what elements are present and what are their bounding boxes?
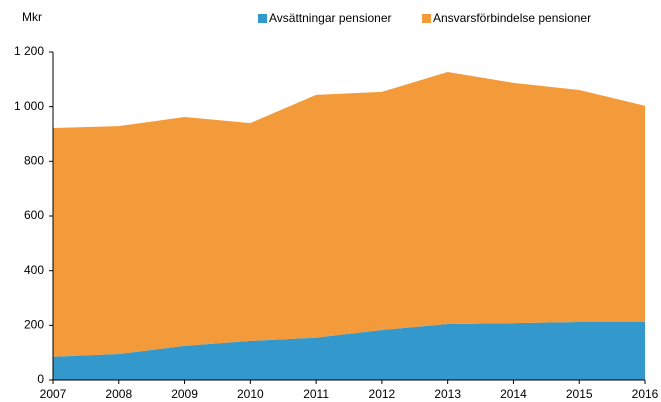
x-tick-label: 2015 [566, 387, 593, 401]
area [53, 322, 645, 380]
y-tick-label: 800 [24, 154, 44, 168]
y-tick-label: 1 200 [14, 44, 44, 58]
y-tick-label: 600 [24, 208, 44, 222]
x-tick-label: 2013 [434, 387, 461, 401]
x-tick-label: 2016 [632, 387, 659, 401]
legend-swatch [422, 14, 431, 23]
x-tick-label: 2011 [303, 387, 329, 401]
x-tick-label: 2007 [40, 387, 67, 401]
y-tick-label: 0 [37, 372, 44, 386]
x-tick-label: 2012 [369, 387, 396, 401]
legend-label: Ansvarsförbindelse pensioner [433, 11, 591, 25]
x-tick-label: 2010 [237, 387, 264, 401]
y-unit-label: Mkr [22, 10, 42, 24]
y-tick-label: 200 [24, 318, 44, 332]
x-tick-label: 2014 [500, 387, 527, 401]
y-tick-label: 400 [24, 263, 44, 277]
y-tick-label: 1 000 [14, 99, 44, 113]
x-tick-label: 2008 [105, 387, 132, 401]
legend-swatch [258, 14, 267, 23]
legend-label: Avsättningar pensioner [269, 11, 392, 25]
x-tick-label: 2009 [171, 387, 198, 401]
area [53, 71, 645, 357]
